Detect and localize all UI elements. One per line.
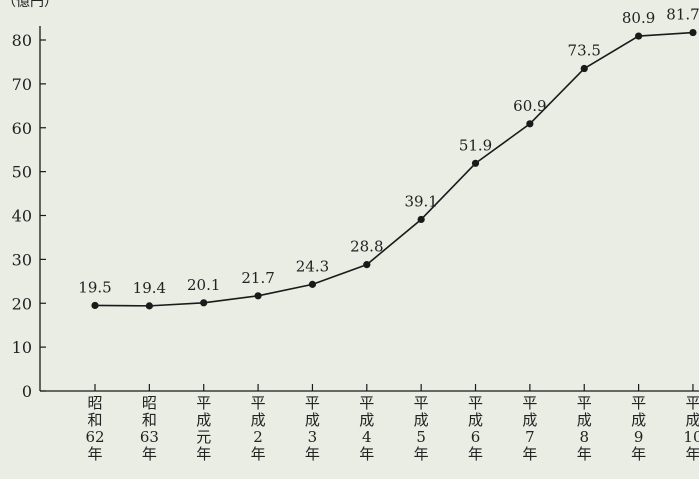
data-label: 51.9: [459, 136, 492, 154]
data-label: 19.5: [78, 278, 111, 296]
y-tick-label: 40: [12, 207, 32, 226]
x-tick-label: 平成 4 年: [359, 394, 374, 463]
data-point: [417, 215, 425, 224]
data-label: 73.5: [568, 42, 601, 60]
data-label: 24.3: [296, 257, 329, 275]
data-label: 21.7: [241, 269, 274, 287]
x-tick-label: 昭和 63 年: [140, 394, 159, 463]
series-line-group: [91, 28, 697, 310]
y-tick-label: 60: [12, 119, 32, 138]
y-axis-unit-label: （億円）: [2, 0, 58, 10]
x-tick-label: 平成 5 年: [414, 394, 429, 463]
x-tick-label: 平成元年: [196, 394, 211, 463]
x-tick-label: 昭和 62 年: [85, 394, 104, 463]
y-tick-label: 70: [12, 75, 32, 94]
x-tick-label: 平成 9 年: [631, 394, 646, 463]
x-tick-label: 平成 3 年: [305, 394, 320, 463]
y-tick-label: 80: [12, 31, 32, 50]
x-tick-label: 平成 7 年: [522, 394, 537, 463]
data-label: 81.7: [666, 6, 699, 24]
data-point: [91, 301, 99, 310]
series-line: [94, 31, 694, 307]
data-point: [689, 28, 697, 37]
data-label: 80.9: [622, 9, 655, 27]
x-tick-label: 平成 8 年: [577, 394, 592, 463]
data-point: [145, 302, 153, 310]
x-tick-label: 平成 2 年: [251, 394, 266, 463]
y-tick-label: 0: [22, 382, 32, 401]
chart-axes: [39, 26, 699, 392]
data-point: [635, 32, 643, 40]
y-tick-label: 10: [12, 338, 32, 357]
data-point: [200, 299, 208, 307]
data-point: [363, 261, 371, 269]
data-point: [254, 292, 262, 300]
data-point: [526, 120, 534, 128]
x-tick-label: 平成 6 年: [468, 394, 483, 463]
x-tick-label: 平成 10 年: [683, 394, 699, 463]
data-label: 28.8: [350, 238, 383, 256]
y-axis-ticks: 0 10 20 30 40 50 60 70 80: [12, 31, 46, 401]
y-tick-label: 50: [12, 163, 32, 182]
data-label: 60.9: [513, 97, 546, 115]
data-label: 39.1: [404, 192, 437, 210]
data-point: [580, 64, 588, 73]
data-label: 19.4: [133, 279, 166, 297]
data-label: 20.1: [187, 276, 220, 294]
data-point: [471, 159, 480, 167]
y-tick-label: 30: [12, 250, 32, 269]
data-point: [308, 280, 317, 288]
data-label-group: 19.5 19.4 20.1 21.7 24.3 28.8 39.1 51.9 60.9 73.5…: [78, 6, 699, 297]
x-axis-ticks: 昭和 62 年 昭和 63 年 平成元年 平成 2 年 平成 3 年 平成 4 年 平成 5 年 平成 6 年 平成 7 年 平成…: [85, 384, 699, 463]
y-tick-label: 20: [12, 294, 32, 313]
